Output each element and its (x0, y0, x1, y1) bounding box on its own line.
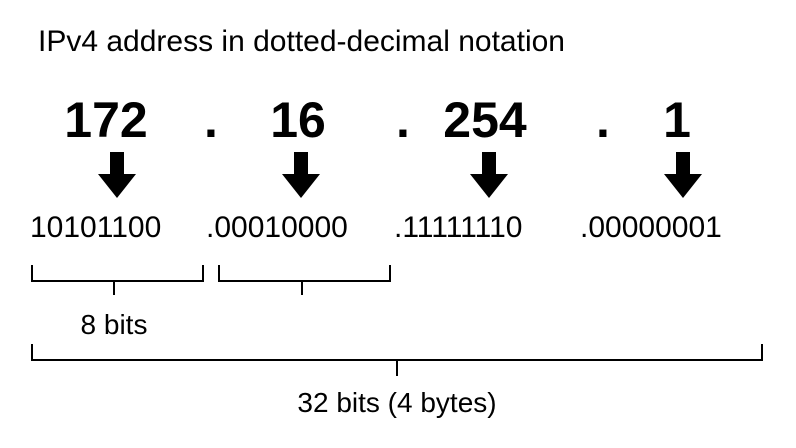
byte-size-label: 8 bits (80, 309, 148, 340)
octet-2: 16 (270, 92, 326, 148)
total-size-label: 32 bits (4 bytes) (297, 387, 497, 418)
binary-octet-1: 10101100 (30, 211, 162, 244)
octet-1: 172 (64, 92, 148, 148)
arrow-down-icon (664, 152, 702, 198)
arrow-down-icon (282, 152, 320, 198)
binary-octet-4: .00000001 (580, 211, 722, 244)
diagram-title: IPv4 address in dotted-decimal notation (38, 25, 565, 58)
octet-4: 1 (663, 92, 691, 148)
byte-bracket-1 (31, 265, 204, 295)
arrow-down-icon (98, 152, 136, 198)
dot-separator-1: . (204, 92, 218, 148)
total-bracket (31, 344, 763, 376)
octet-3: 254 (443, 92, 527, 148)
binary-octet-2: .00010000 (206, 211, 348, 244)
binary-octet-3: .11111110 (394, 211, 523, 244)
arrow-down-icon (470, 152, 508, 198)
dot-separator-2: . (396, 92, 410, 148)
dot-separator-3: . (596, 92, 610, 148)
byte-bracket-2 (218, 265, 391, 295)
